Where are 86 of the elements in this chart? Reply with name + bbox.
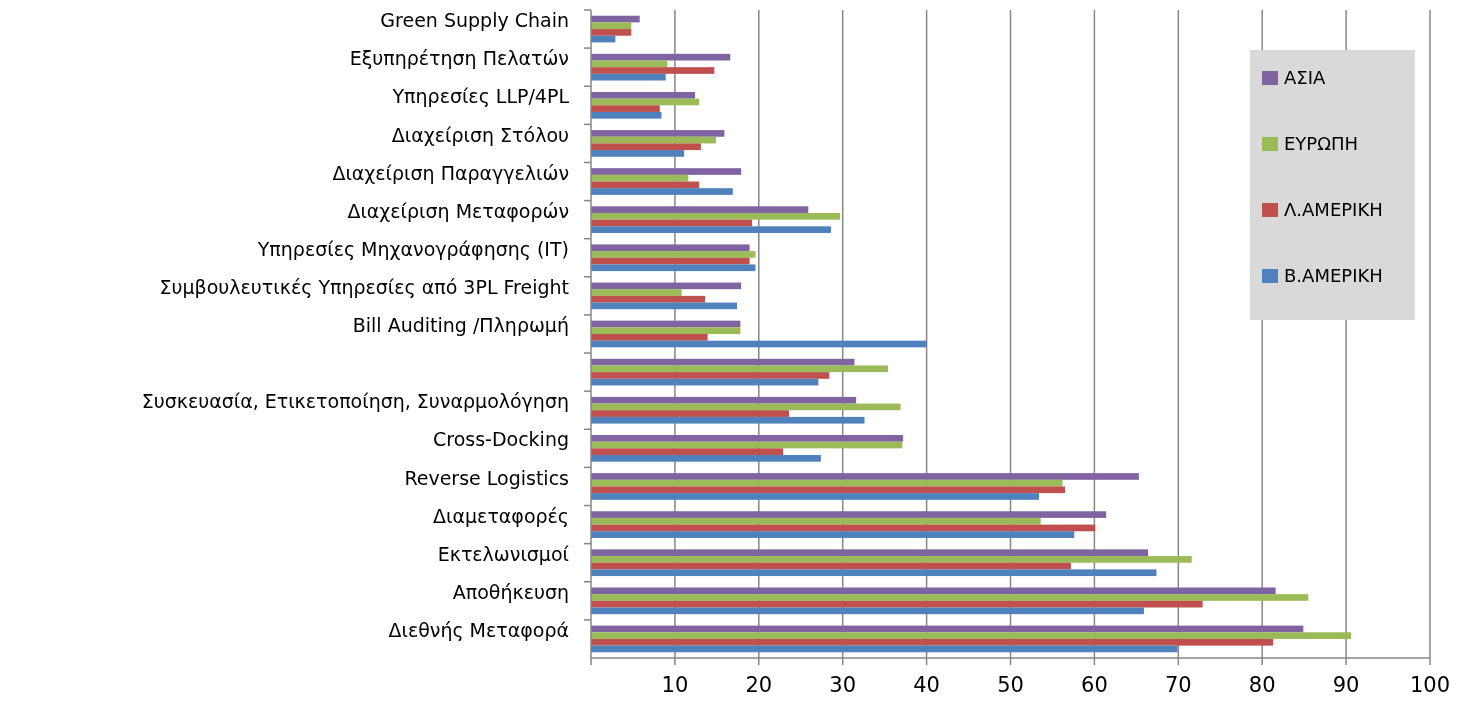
- x-tick-label: 40: [913, 673, 940, 697]
- x-tick-label: 70: [1164, 673, 1192, 697]
- bar: [591, 257, 750, 265]
- legend-label: ΕΥΡΩΠΗ: [1284, 133, 1359, 154]
- bar: [591, 91, 696, 99]
- bar: [591, 632, 1352, 639]
- bar: [591, 365, 889, 373]
- bar: [591, 372, 830, 379]
- y-tick-label: Διαχείριση Μεταφορών: [347, 199, 569, 222]
- x-tick-label: 30: [829, 673, 857, 697]
- bar: [591, 473, 1139, 480]
- y-tick-label: Διαμεταφορές: [433, 504, 569, 527]
- bar: [591, 486, 1066, 494]
- bar: [591, 638, 1274, 646]
- bar: [591, 403, 901, 411]
- bar: [591, 188, 733, 195]
- bar: [591, 295, 706, 303]
- bar: [591, 479, 1063, 487]
- y-tick-label: Διεθνής Μεταφορά: [388, 619, 569, 642]
- bar: [591, 531, 1075, 538]
- bar: [591, 143, 701, 151]
- bar: [591, 396, 857, 404]
- bar: [591, 448, 784, 456]
- x-tick-label: 80: [1248, 673, 1276, 697]
- x-tick-label: 20: [745, 673, 773, 697]
- y-tick-label: Συμβουλευτικές Υπηρεσίες από 3PL Freight: [159, 275, 569, 298]
- bar: [591, 340, 927, 348]
- bar: [591, 334, 708, 341]
- bar: [591, 251, 756, 258]
- x-tick-label: 100: [1409, 673, 1451, 697]
- bar: [591, 22, 632, 30]
- bar: [591, 206, 809, 213]
- bar: [591, 511, 1107, 518]
- bar: [591, 289, 682, 296]
- bar: [591, 174, 689, 182]
- bar: [591, 226, 831, 233]
- y-tick-label: Cross-Docking: [432, 428, 569, 451]
- bar: [591, 493, 1040, 500]
- bar: [591, 600, 1203, 608]
- bar: [591, 594, 1309, 601]
- legend-label: Β.ΑΜΕΡΙΚΗ: [1284, 265, 1383, 286]
- bar: [591, 168, 742, 175]
- bar: [591, 416, 865, 424]
- x-tick-label: 10: [661, 673, 689, 697]
- y-tick-label: Διαχείριση Στόλου: [391, 123, 569, 146]
- y-tick-label: Reverse Logistics: [404, 466, 569, 489]
- y-tick-label: Υπηρεσίες LLP/4PL: [391, 85, 570, 108]
- bar: [591, 569, 1157, 577]
- bar: [591, 549, 1149, 557]
- bar: [591, 410, 789, 417]
- bar: [591, 587, 1276, 595]
- x-tick-label: 60: [1081, 673, 1108, 697]
- bar: [591, 53, 731, 61]
- bar: [591, 645, 1178, 653]
- bar: [591, 524, 1096, 532]
- bar: [591, 130, 725, 137]
- y-tick-label: Εξυπηρέτηση Πελατών: [349, 47, 569, 70]
- bar: [591, 244, 750, 252]
- bar: [591, 73, 666, 81]
- y-tick-label: Εκτελωνισμοί: [437, 542, 570, 565]
- bar: [591, 327, 741, 334]
- bar: [591, 556, 1192, 563]
- bar: [591, 517, 1041, 525]
- bar: [591, 607, 1144, 615]
- bar: [591, 67, 715, 74]
- legend-label: ΑΣΙΑ: [1284, 67, 1326, 88]
- bar: [591, 625, 1304, 633]
- y-tick-label: Αποθήκευση: [452, 580, 569, 603]
- bar: [591, 264, 756, 272]
- y-tick-label: Bill Auditing /Πληρωμή: [352, 314, 569, 337]
- bar: [591, 150, 685, 157]
- bar: [591, 29, 632, 36]
- bar: [591, 455, 821, 462]
- bar: [591, 441, 903, 449]
- y-tick-label: Διαχείριση Παραγγελιών: [332, 161, 569, 184]
- x-tick-label: 50: [997, 673, 1024, 697]
- bar: [591, 212, 841, 220]
- y-tick-label: Συσκευασία, Ετικετοποίηση, Συναρμολόγηση: [141, 390, 569, 413]
- y-tick-label: Green Supply Chain: [380, 9, 569, 32]
- bar: [591, 111, 662, 119]
- legend-label: Λ.ΑΜΕΡΙΚΗ: [1284, 199, 1383, 220]
- x-tick-label: 90: [1332, 673, 1360, 697]
- bar: [591, 562, 1071, 570]
- bar: [591, 105, 660, 112]
- y-tick-label: Υπηρεσίες Μηχανογράφησης (IT): [256, 237, 569, 260]
- bar: [591, 435, 904, 442]
